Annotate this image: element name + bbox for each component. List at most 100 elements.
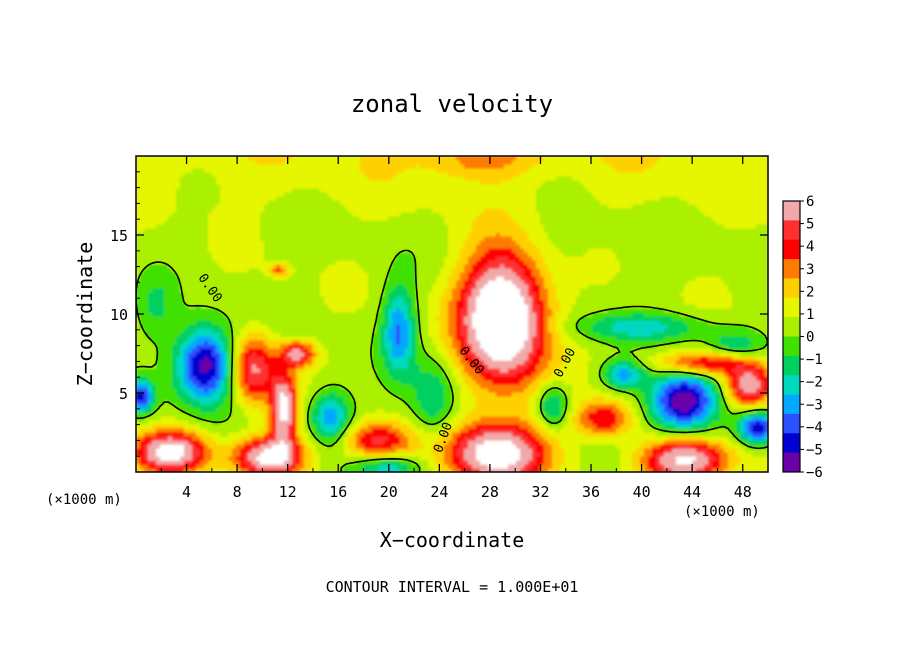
- field-cell: [564, 468, 569, 472]
- field-cell: [328, 380, 333, 385]
- field-cell: [396, 460, 401, 465]
- field-cell: [192, 444, 197, 449]
- field-cell: [180, 436, 185, 441]
- field-cell: [620, 420, 625, 425]
- field-cell: [756, 436, 761, 441]
- field-cell: [272, 456, 277, 461]
- field-cell: [268, 372, 273, 377]
- field-cell: [568, 388, 573, 393]
- field-cell: [184, 388, 189, 393]
- field-cell: [672, 424, 677, 429]
- field-cell: [700, 348, 705, 353]
- field-cell: [204, 372, 209, 377]
- field-cell: [592, 420, 597, 425]
- field-cell: [400, 416, 405, 421]
- field-cell: [688, 432, 693, 437]
- field-cell: [408, 468, 413, 472]
- field-cell: [144, 432, 149, 437]
- field-cell: [148, 436, 153, 441]
- field-cell: [328, 372, 333, 377]
- field-cell: [764, 440, 768, 445]
- field-cell: [728, 408, 733, 413]
- field-cell: [764, 456, 768, 461]
- field-cell: [572, 356, 577, 361]
- field-cell: [448, 456, 453, 461]
- field-cell: [612, 440, 617, 445]
- field-cell: [516, 416, 521, 421]
- field-cell: [344, 404, 349, 409]
- field-cell: [572, 396, 577, 401]
- field-cell: [160, 364, 165, 369]
- field-cell: [764, 416, 768, 421]
- field-cell: [608, 368, 613, 373]
- field-cell: [448, 352, 453, 357]
- field-cell: [404, 400, 409, 405]
- field-cell: [748, 452, 753, 457]
- field-cell: [388, 404, 393, 409]
- field-cell: [604, 456, 609, 461]
- field-cell: [700, 380, 705, 385]
- field-cell: [276, 460, 281, 465]
- field-cell: [556, 376, 561, 381]
- field-cell: [700, 444, 705, 449]
- field-cell: [432, 408, 437, 413]
- field-cell: [736, 392, 741, 397]
- field-cell: [664, 352, 669, 357]
- field-cell: [292, 356, 297, 361]
- field-cell: [516, 412, 521, 417]
- field-cell: [148, 384, 153, 389]
- field-cell: [672, 392, 677, 397]
- field-cell: [436, 344, 441, 349]
- field-cell: [660, 360, 665, 365]
- field-cell: [504, 372, 509, 377]
- field-cell: [496, 448, 501, 453]
- field-cell: [536, 368, 541, 373]
- field-cell: [560, 432, 565, 437]
- field-cell: [556, 452, 561, 457]
- field-cell: [384, 428, 389, 433]
- field-cell: [608, 436, 613, 441]
- field-cell: [396, 452, 401, 457]
- field-cell: [616, 452, 621, 457]
- field-cell: [456, 408, 461, 413]
- field-cell: [520, 460, 525, 465]
- field-cell: [372, 468, 377, 472]
- field-cell: [248, 440, 253, 445]
- field-cell: [224, 380, 229, 385]
- field-cell: [364, 444, 369, 449]
- field-cell: [428, 464, 433, 469]
- field-cell: [608, 444, 613, 449]
- field-cell: [536, 356, 541, 361]
- field-cell: [612, 428, 617, 433]
- field-cell: [612, 436, 617, 441]
- field-cell: [612, 404, 617, 409]
- field-cell: [604, 408, 609, 413]
- field-cell: [424, 372, 429, 377]
- field-cell: [512, 392, 517, 397]
- field-cell: [668, 424, 673, 429]
- field-cell: [680, 400, 685, 405]
- field-cell: [136, 344, 141, 349]
- field-cell: [512, 448, 517, 453]
- field-cell: [360, 444, 365, 449]
- field-cell: [324, 344, 329, 349]
- field-cell: [404, 380, 409, 385]
- field-cell: [684, 384, 689, 389]
- field-cell: [720, 444, 725, 449]
- field-cell: [248, 380, 253, 385]
- field-cell: [708, 468, 713, 472]
- field-cell: [468, 364, 473, 369]
- field-cell: [392, 416, 397, 421]
- field-cell: [684, 464, 689, 469]
- field-cell: [340, 368, 345, 373]
- field-cell: [576, 380, 581, 385]
- field-cell: [396, 376, 401, 381]
- field-cell: [664, 348, 669, 353]
- field-cell: [404, 396, 409, 401]
- field-cell: [296, 400, 301, 405]
- field-cell: [384, 440, 389, 445]
- field-cell: [296, 404, 301, 409]
- field-cell: [328, 448, 333, 453]
- field-cell: [488, 412, 493, 417]
- field-cell: [724, 408, 729, 413]
